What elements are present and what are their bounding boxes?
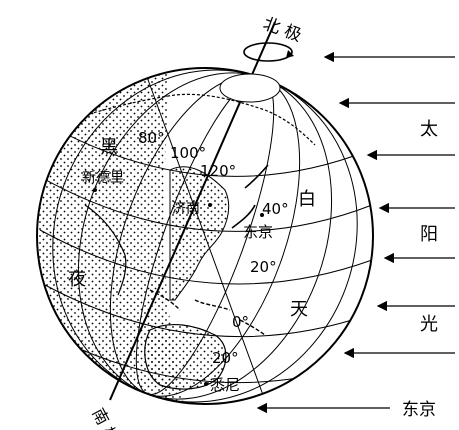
night-label-1: 黑	[100, 137, 118, 158]
city-label-sydney: 悉尼	[210, 376, 240, 394]
rotation-arrow-head	[286, 50, 294, 58]
continent-asia-day	[169, 166, 230, 301]
globe-outline	[36, 67, 374, 405]
city-label-tokyo: 东京	[243, 223, 273, 241]
city-dot-sydney	[204, 382, 208, 386]
meridian-label-120: 120°	[200, 162, 236, 180]
india-coast	[84, 204, 127, 296]
parallel-label-20s: 20°	[212, 349, 239, 367]
day-label-2: 天	[290, 299, 308, 320]
south-pole-label: 南 极	[88, 405, 122, 430]
city-dot-jinan	[208, 203, 212, 207]
parallel-label-40: 40°	[262, 200, 289, 218]
se-asia-islands	[149, 289, 266, 336]
sunlight-arrows	[256, 51, 455, 414]
bottom-tokyo-label: 东京	[402, 400, 436, 420]
parallel-label-20n: 20°	[250, 258, 277, 276]
city-dot-tokyo	[260, 213, 264, 217]
night-label-2: 夜	[68, 269, 86, 290]
north-polar-cap	[219, 73, 281, 103]
continents	[69, 93, 316, 390]
sun-label-2: 阳	[420, 224, 438, 245]
parallel-label-0: 0°	[232, 313, 249, 331]
arctic-coast	[69, 93, 316, 146]
meridian-label-80: 80°	[138, 129, 165, 147]
city-label-new-delhi: 新德里	[82, 170, 124, 186]
sun-label-3: 光	[420, 314, 438, 335]
island-japan	[231, 164, 269, 229]
meridian-label-100: 100°	[170, 144, 206, 162]
continent-australia	[144, 324, 227, 390]
city-dot-new-delhi	[93, 188, 97, 192]
rotation-arrow	[243, 42, 293, 62]
city-label-jinan: 济南	[172, 201, 200, 217]
meridians	[52, 69, 358, 403]
sun-label-1: 太	[420, 119, 438, 140]
day-label-1: 白	[298, 189, 316, 210]
